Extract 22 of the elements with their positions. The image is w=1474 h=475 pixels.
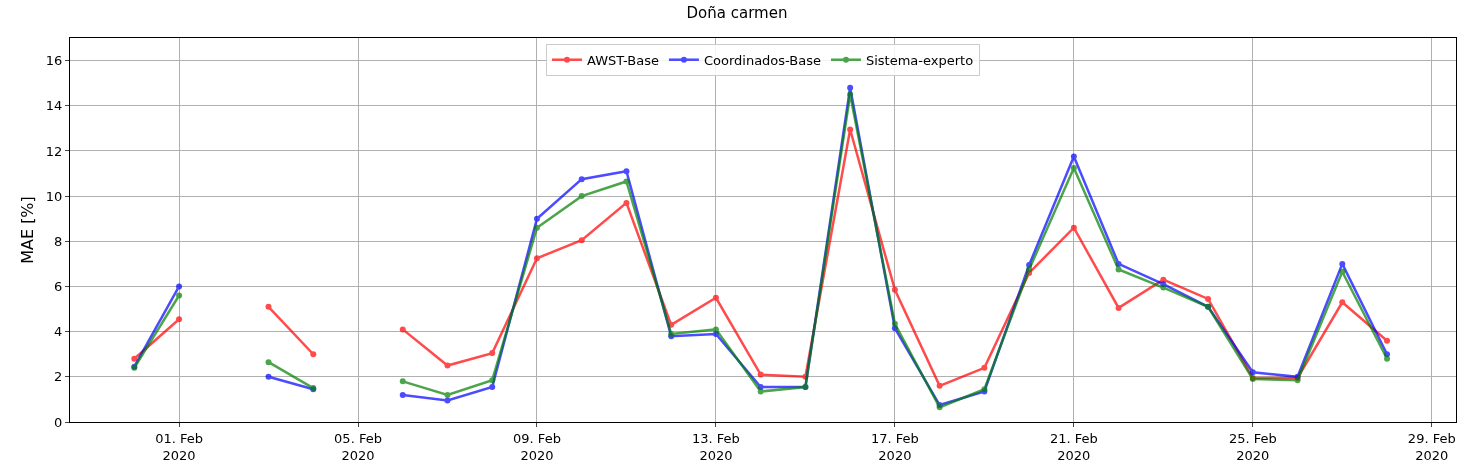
y-tick-label: 16 bbox=[45, 53, 63, 69]
y-tick-label: 2 bbox=[54, 369, 63, 385]
y-tick-label: 0 bbox=[54, 414, 63, 430]
y-tick-label: 8 bbox=[54, 233, 63, 249]
x-tick-label: 21. Feb 2020 bbox=[1049, 430, 1098, 463]
x-tick-label: 01. Feb 2020 bbox=[155, 430, 203, 463]
y-tick-label: 6 bbox=[54, 279, 63, 295]
y-tick-label: 10 bbox=[45, 188, 63, 204]
x-tick-label: 05. Feb 2020 bbox=[334, 430, 382, 463]
legend-label: AWST-Base bbox=[587, 52, 659, 68]
x-tick-label: 25. Feb 2020 bbox=[1228, 430, 1277, 463]
y-tick-label: 14 bbox=[45, 98, 63, 114]
x-tick-label: 13. Feb 2020 bbox=[692, 430, 740, 463]
chart-title: Doña carmen bbox=[686, 3, 788, 22]
y-tick-label: 4 bbox=[54, 324, 63, 340]
legend-label: Sistema-experto bbox=[865, 52, 974, 68]
legend-label: Coordinados-Base bbox=[703, 52, 821, 68]
x-tick-label: 09. Feb 2020 bbox=[513, 430, 561, 463]
x-tick-label: 29. Feb 2020 bbox=[1407, 430, 1456, 463]
y-axis-title: MAE [%] bbox=[17, 196, 37, 264]
y-tick-label: 12 bbox=[45, 143, 63, 159]
x-tick-label: 17. Feb 2020 bbox=[870, 430, 919, 463]
